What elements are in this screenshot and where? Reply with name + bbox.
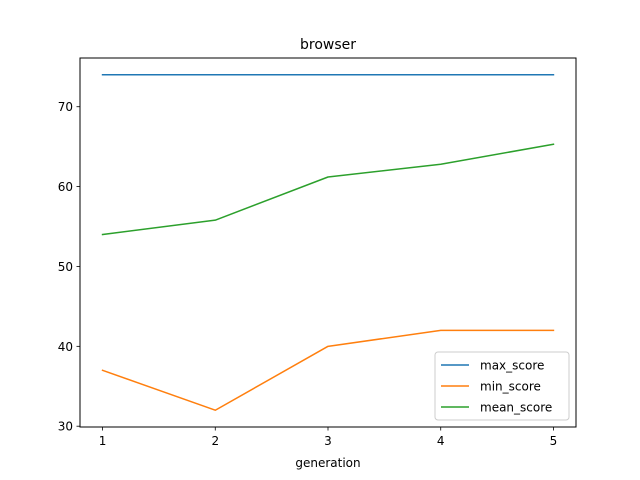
y-axis: 30 40 50 60 70 bbox=[58, 100, 80, 434]
plot-area bbox=[101, 74, 555, 411]
x-tick-label: 1 bbox=[99, 434, 107, 448]
x-tick-label: 5 bbox=[550, 434, 558, 448]
y-tick-label: 40 bbox=[58, 340, 73, 354]
y-tick-label: 60 bbox=[58, 180, 73, 194]
series-line-min_score bbox=[101, 329, 555, 411]
chart-title: browser bbox=[300, 37, 356, 53]
x-tick-label: 2 bbox=[211, 434, 219, 448]
legend-label-min_score: min_score bbox=[480, 380, 541, 394]
legend-label-max_score: max_score bbox=[480, 359, 544, 373]
series-line-mean_score bbox=[101, 143, 555, 236]
x-axis: 1 2 3 4 5 bbox=[99, 427, 558, 448]
x-tick-label: 3 bbox=[324, 434, 332, 448]
x-axis-label: generation bbox=[295, 456, 360, 470]
legend-label-mean_score: mean_score bbox=[480, 401, 552, 415]
legend: max_score min_score mean_score bbox=[434, 351, 570, 421]
legend-box bbox=[434, 351, 570, 421]
y-tick-label: 30 bbox=[58, 420, 73, 434]
y-tick-label: 70 bbox=[58, 100, 73, 114]
x-tick-label: 4 bbox=[437, 434, 445, 448]
y-tick-label: 50 bbox=[58, 260, 73, 274]
